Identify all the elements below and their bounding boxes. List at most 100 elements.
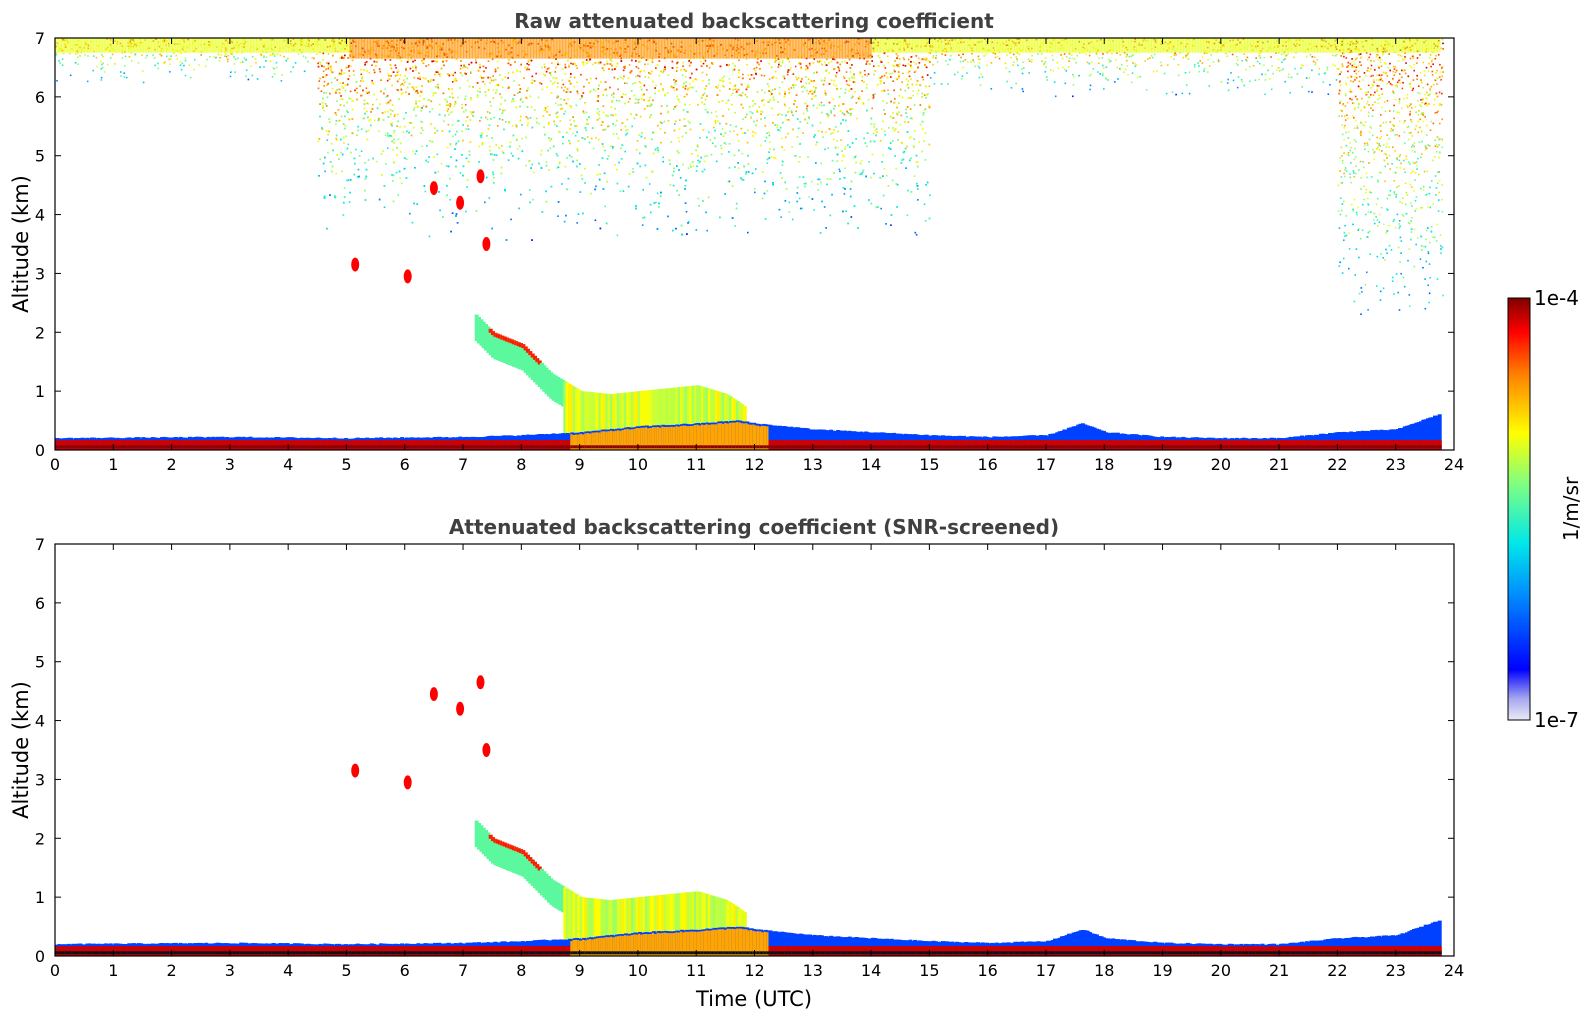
noise-point xyxy=(100,68,102,70)
noise-point xyxy=(913,138,915,140)
noise-point xyxy=(706,95,708,97)
noise-point xyxy=(434,73,436,76)
noise-point xyxy=(544,66,546,68)
noise-point xyxy=(676,62,678,65)
noise-point xyxy=(55,53,58,56)
noise-point xyxy=(455,213,458,215)
noise-point xyxy=(635,60,637,62)
noise-point xyxy=(855,155,857,157)
noise-point xyxy=(323,109,325,112)
noise-point xyxy=(787,71,789,73)
noise-point xyxy=(500,172,503,175)
noise-point xyxy=(764,117,766,119)
noise-point xyxy=(626,132,629,135)
noise-point xyxy=(795,110,797,113)
noise-point xyxy=(327,64,330,67)
noise-point xyxy=(790,110,793,112)
noise-point xyxy=(799,121,801,123)
noise-point xyxy=(866,83,868,86)
noise-point xyxy=(759,68,761,70)
noise-point xyxy=(849,188,852,190)
noise-point xyxy=(431,141,433,143)
noise-point xyxy=(833,107,835,110)
noise-point xyxy=(572,132,574,135)
noise-point xyxy=(393,115,396,117)
noise-point xyxy=(489,101,491,103)
noise-point xyxy=(854,81,856,84)
noise-point xyxy=(845,119,847,122)
noise-point xyxy=(470,97,472,99)
noise-point xyxy=(272,52,274,55)
top-heatmap xyxy=(55,38,1444,450)
noise-point xyxy=(456,222,459,224)
noise-point xyxy=(527,60,530,63)
noise-point xyxy=(769,94,772,96)
noise-point xyxy=(263,55,265,57)
noise-point xyxy=(655,201,657,204)
noise-point xyxy=(624,150,626,153)
noise-point xyxy=(582,212,584,215)
noise-point xyxy=(598,178,601,181)
noise-point xyxy=(501,150,504,153)
noise-point xyxy=(580,73,582,76)
noise-point xyxy=(340,73,343,75)
noise-point xyxy=(339,98,342,100)
noise-point xyxy=(844,188,846,190)
noise-point xyxy=(607,155,610,157)
noise-point xyxy=(319,158,321,161)
noise-point xyxy=(224,55,226,57)
noise-point xyxy=(455,79,458,82)
noise-point xyxy=(766,83,769,85)
noise-point xyxy=(371,103,374,106)
noise-point xyxy=(398,98,400,100)
noise-point xyxy=(667,120,670,122)
noise-point xyxy=(285,59,287,62)
noise-point xyxy=(734,111,736,114)
noise-point xyxy=(617,77,619,80)
noise-point xyxy=(840,139,842,141)
noise-point xyxy=(902,57,905,59)
noise-point xyxy=(606,158,609,160)
noise-point xyxy=(326,96,329,99)
noise-point xyxy=(414,152,417,155)
noise-point xyxy=(566,157,568,159)
noise-point xyxy=(871,107,873,110)
noise-point xyxy=(738,69,740,71)
noise-point xyxy=(454,77,457,80)
noise-point xyxy=(355,148,357,151)
noise-point xyxy=(879,140,882,142)
noise-point xyxy=(546,68,549,70)
noise-point xyxy=(624,82,626,84)
noise-point xyxy=(849,71,852,73)
noise-point xyxy=(366,138,369,141)
noise-point xyxy=(612,96,615,98)
noise-point xyxy=(322,97,324,100)
noise-point xyxy=(347,57,349,59)
noise-point xyxy=(492,79,495,82)
noise-point xyxy=(879,57,881,59)
noise-point xyxy=(479,87,481,90)
noise-point xyxy=(850,97,853,99)
noise-point xyxy=(451,92,453,95)
noise-point xyxy=(898,95,901,97)
noise-point xyxy=(509,141,512,144)
noise-point xyxy=(561,183,563,185)
noise-point xyxy=(768,134,771,137)
noise-point xyxy=(753,67,755,70)
noise-point xyxy=(703,92,706,95)
noise-point xyxy=(816,183,819,185)
noise-point xyxy=(824,148,826,151)
noise-point xyxy=(881,75,883,78)
noise-point xyxy=(900,162,903,164)
noise-point xyxy=(708,83,710,85)
noise-point xyxy=(225,53,227,55)
noise-point xyxy=(632,171,634,173)
noise-point xyxy=(576,90,579,93)
noise-point xyxy=(499,93,501,95)
noise-point xyxy=(575,104,578,107)
noise-point xyxy=(843,193,846,195)
noise-point xyxy=(396,88,398,91)
noise-point xyxy=(413,76,416,79)
noise-point xyxy=(414,59,416,62)
noise-point xyxy=(568,140,570,142)
